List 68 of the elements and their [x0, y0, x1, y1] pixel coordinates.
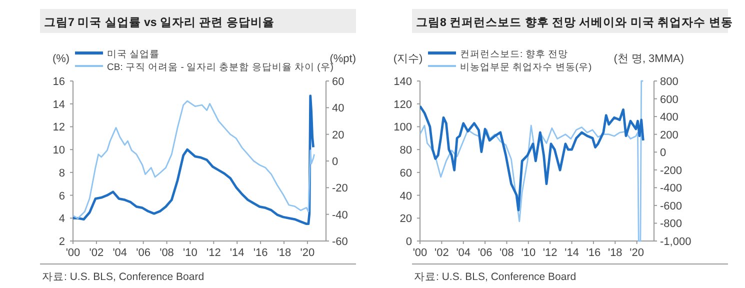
text: 자료: U.S. BLS, Conference Board — [42, 271, 204, 283]
x-tick-label: '10 — [521, 247, 536, 259]
legend-label: CB: 구직 어려움 - 일자리 충분함 응답비율 차이 (우) — [107, 62, 334, 73]
y2-tick-label: 40 — [332, 102, 344, 115]
x-tick-label: '12 — [542, 247, 558, 259]
y-tick-label: 0 — [406, 236, 412, 248]
text: 자료: U.S. BLS, Conference Board — [414, 271, 576, 283]
x-tick-label: '08 — [500, 247, 514, 259]
y-tick-label: 10 — [52, 144, 65, 157]
y-axis-title: (지수) — [393, 53, 423, 65]
y-axis-title: (%) — [52, 53, 70, 65]
y-tick-label: 4 — [58, 213, 65, 226]
y-tick-label: 20 — [400, 213, 412, 226]
y2-tick-label: -60 — [332, 236, 348, 248]
y-tick-label: 2 — [58, 236, 65, 248]
y2-axis-title: (%pt) — [330, 53, 356, 65]
x-tick-label: '02 — [89, 247, 104, 259]
x-tick-label: '16 — [253, 247, 268, 259]
y2-tick-label: -20 — [332, 182, 348, 195]
y-tick-label: 16 — [52, 76, 65, 88]
y2-tick-label: 0 — [332, 156, 338, 168]
y-tick-label: 12 — [52, 122, 65, 134]
y2-tick-label: -200 — [660, 164, 682, 177]
legend-label: 비농업부문 취업자수 변동(우) — [460, 62, 592, 73]
y2-axis-title: (천 명, 3MMA) — [614, 53, 684, 65]
chart-title: 그림8 컨퍼런스보드 향후 전망 서베이와 미국 취업자수 변동 — [416, 16, 733, 29]
chart-title: 그림7 미국 실업률 vs 일자리 관련 응답비율 — [44, 16, 274, 29]
x-tick-label: '08 — [160, 247, 174, 259]
x-tick-label: '00 — [412, 247, 428, 259]
y-tick-label: 60 — [400, 167, 412, 180]
y2-tick-label: -400 — [660, 182, 682, 195]
y-tick-label: 80 — [400, 144, 412, 157]
x-tick-label: '18 — [608, 247, 622, 259]
y-tick-label: 140 — [394, 76, 412, 88]
y2-tick-label: -600 — [660, 200, 682, 212]
x-tick-label: '00 — [66, 247, 80, 259]
y-tick-label: 8 — [58, 167, 65, 180]
x-tick-label: '20 — [630, 247, 644, 259]
x-tick-label: '14 — [564, 247, 579, 259]
y-tick-label: 14 — [52, 98, 65, 111]
y-tick-label: 100 — [394, 122, 412, 134]
y2-tick-label: -800 — [660, 218, 682, 230]
x-tick-label: '04 — [456, 247, 471, 259]
y-tick-label: 120 — [394, 98, 412, 111]
x-tick-label: '12 — [206, 247, 221, 259]
x-tick-label: '18 — [276, 247, 292, 259]
line-series — [420, 104, 644, 212]
y-tick-label: 6 — [58, 190, 65, 202]
y2-tick-label: 60 — [332, 76, 344, 88]
legend-label: 컨퍼런스보드: 향후 전망 — [460, 49, 568, 60]
y2-tick-label: 400 — [660, 112, 678, 124]
y2-tick-label: 200 — [660, 129, 678, 142]
y2-tick-label: 800 — [660, 76, 678, 88]
x-tick-label: '20 — [300, 247, 315, 259]
y2-tick-label: 0 — [660, 147, 666, 160]
x-tick-label: '06 — [478, 247, 492, 259]
x-tick-label: '16 — [586, 247, 601, 259]
x-tick-label: '10 — [183, 247, 198, 259]
y-tick-label: 40 — [400, 190, 412, 202]
y2-tick-label: -1,000 — [660, 236, 692, 248]
y2-tick-label: 20 — [332, 129, 344, 142]
x-tick-label: '02 — [434, 247, 449, 259]
x-tick-label: '04 — [112, 247, 128, 259]
legend-label: 미국 실업률 — [107, 49, 160, 60]
y2-tick-label: 600 — [660, 94, 678, 106]
x-tick-label: '06 — [136, 247, 151, 259]
y2-tick-label: -40 — [332, 209, 348, 222]
x-tick-label: '14 — [230, 247, 244, 259]
